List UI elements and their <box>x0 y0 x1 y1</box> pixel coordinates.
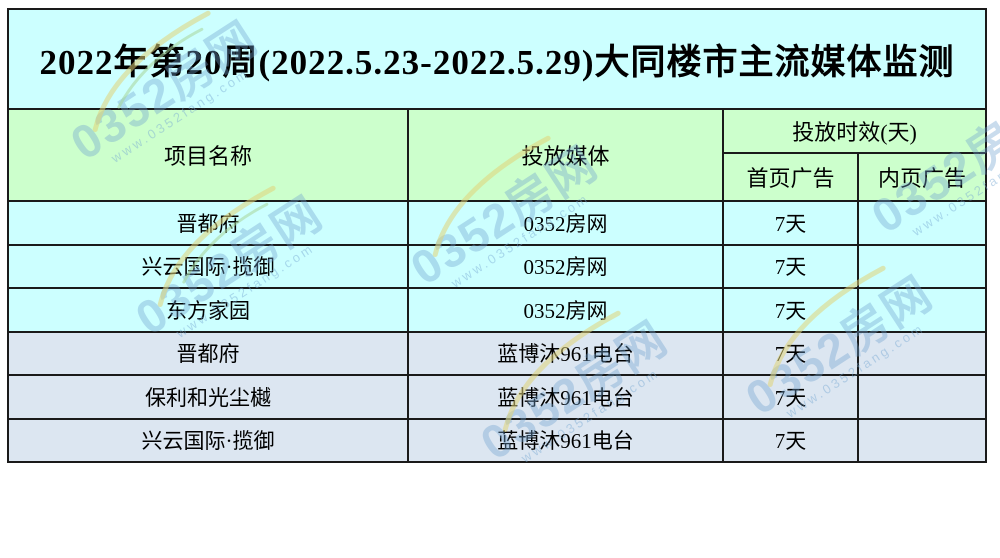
column-header-media: 投放媒体 <box>407 108 724 202</box>
cell-project: 东方家园 <box>7 287 409 333</box>
cell-inner-ad <box>856 287 988 333</box>
cell-project: 兴云国际·揽御 <box>7 243 409 289</box>
report-title: 2022年第20周(2022.5.23-2022.5.29)大同楼市主流媒体监测 <box>6 8 988 110</box>
table-row: 保利和光尘樾 蓝博沐961电台 7天 <box>7 374 988 420</box>
cell-inner-ad <box>856 243 988 289</box>
column-header-duration-group: 投放时效(天) <box>721 108 988 154</box>
media-monitor-table: 2022年第20周(2022.5.23-2022.5.29)大同楼市主流媒体监测… <box>6 8 988 463</box>
cell-home-ad: 7天 <box>722 330 859 376</box>
table-row: 东方家园 0352房网 7天 <box>7 287 988 333</box>
cell-home-ad: 7天 <box>722 243 859 289</box>
cell-project: 兴云国际·揽御 <box>7 417 409 463</box>
cell-media: 0352房网 <box>407 287 724 333</box>
cell-home-ad: 7天 <box>722 200 859 246</box>
table-row: 兴云国际·揽御 0352房网 7天 <box>7 243 988 289</box>
cell-inner-ad <box>856 200 988 246</box>
cell-inner-ad <box>856 417 988 463</box>
cell-media: 蓝博沐961电台 <box>407 374 724 420</box>
table-row: 晋都府 蓝博沐961电台 7天 <box>7 330 988 376</box>
cell-media: 蓝博沐961电台 <box>407 330 724 376</box>
cell-home-ad: 7天 <box>722 287 859 333</box>
cell-project: 晋都府 <box>7 330 409 376</box>
table-row: 晋都府 0352房网 7天 <box>7 200 988 246</box>
cell-home-ad: 7天 <box>722 374 859 420</box>
header-row-1: 项目名称 投放媒体 投放时效(天) <box>7 108 988 202</box>
column-header-inner-ad: 内页广告 <box>856 152 988 202</box>
cell-project: 保利和光尘樾 <box>7 374 409 420</box>
title-row: 2022年第20周(2022.5.23-2022.5.29)大同楼市主流媒体监测 <box>6 8 988 110</box>
cell-project: 晋都府 <box>7 200 409 246</box>
header-row-2: 首页广告 内页广告 <box>8 152 988 202</box>
cell-media: 0352房网 <box>407 243 724 289</box>
column-header-project: 项目名称 <box>7 108 409 202</box>
cell-inner-ad <box>856 330 988 376</box>
page: { "title": "2022年第20周(2022.5.23-2022.5.2… <box>6 8 1000 470</box>
cell-media: 0352房网 <box>407 200 724 246</box>
cell-inner-ad <box>856 374 988 420</box>
cell-media: 蓝博沐961电台 <box>407 417 724 463</box>
column-header-home-ad: 首页广告 <box>722 152 859 202</box>
table-row: 兴云国际·揽御 蓝博沐961电台 7天 <box>7 417 988 463</box>
cell-home-ad: 7天 <box>722 417 859 463</box>
